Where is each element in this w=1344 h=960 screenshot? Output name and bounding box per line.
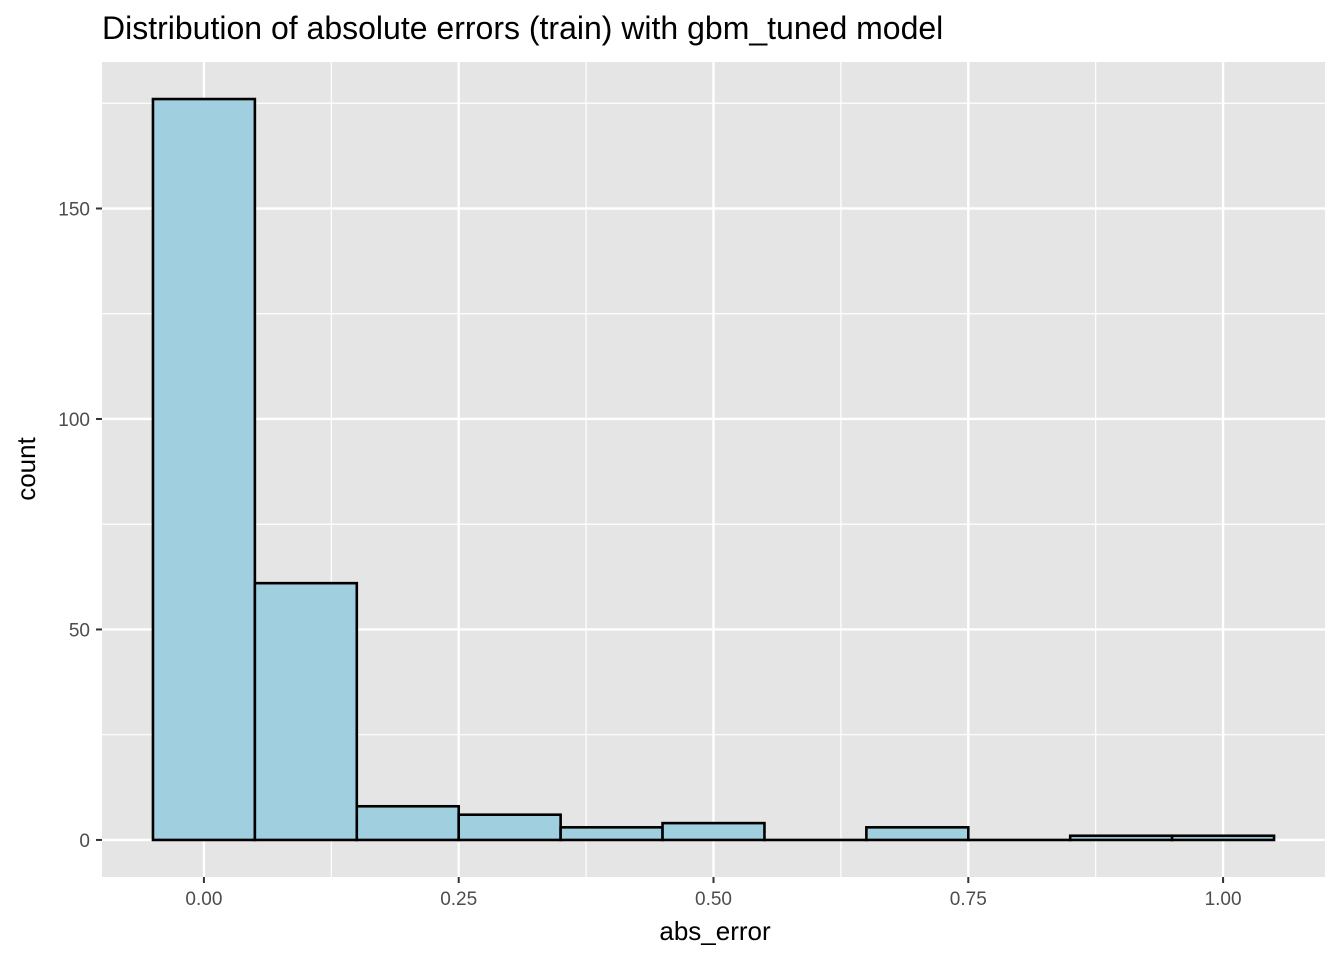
chart-title: Distribution of absolute errors (train) … (102, 10, 943, 46)
y-tick-label: 0 (79, 831, 90, 852)
x-tick-label: 0.25 (440, 889, 477, 910)
histogram-bar (253, 581, 359, 842)
y-tick-label: 150 (58, 199, 90, 220)
histogram-bar (559, 826, 664, 842)
y-tick-label: 100 (58, 410, 90, 431)
histogram-bar (1068, 834, 1174, 842)
histogram-bar (457, 813, 562, 842)
x-axis-title: abs_error (659, 916, 771, 946)
x-tick-label: 0.50 (695, 889, 732, 910)
histogram-bar (1170, 834, 1276, 842)
y-tick-label: 50 (69, 620, 90, 641)
x-tick-label: 1.00 (1205, 889, 1242, 910)
y-axis: 0 50 100 150 (58, 199, 102, 852)
x-tick-label: 0.75 (950, 889, 987, 910)
histogram-bar (865, 826, 970, 842)
x-axis: 0.00 0.25 0.50 0.75 1.00 (185, 877, 1242, 910)
histogram-bar (151, 97, 257, 842)
histogram-bars (151, 97, 1276, 842)
x-tick-label: 0.00 (185, 889, 222, 910)
histogram-bar (661, 821, 766, 842)
histogram-bar (355, 804, 461, 842)
y-axis-title: count (11, 436, 41, 500)
